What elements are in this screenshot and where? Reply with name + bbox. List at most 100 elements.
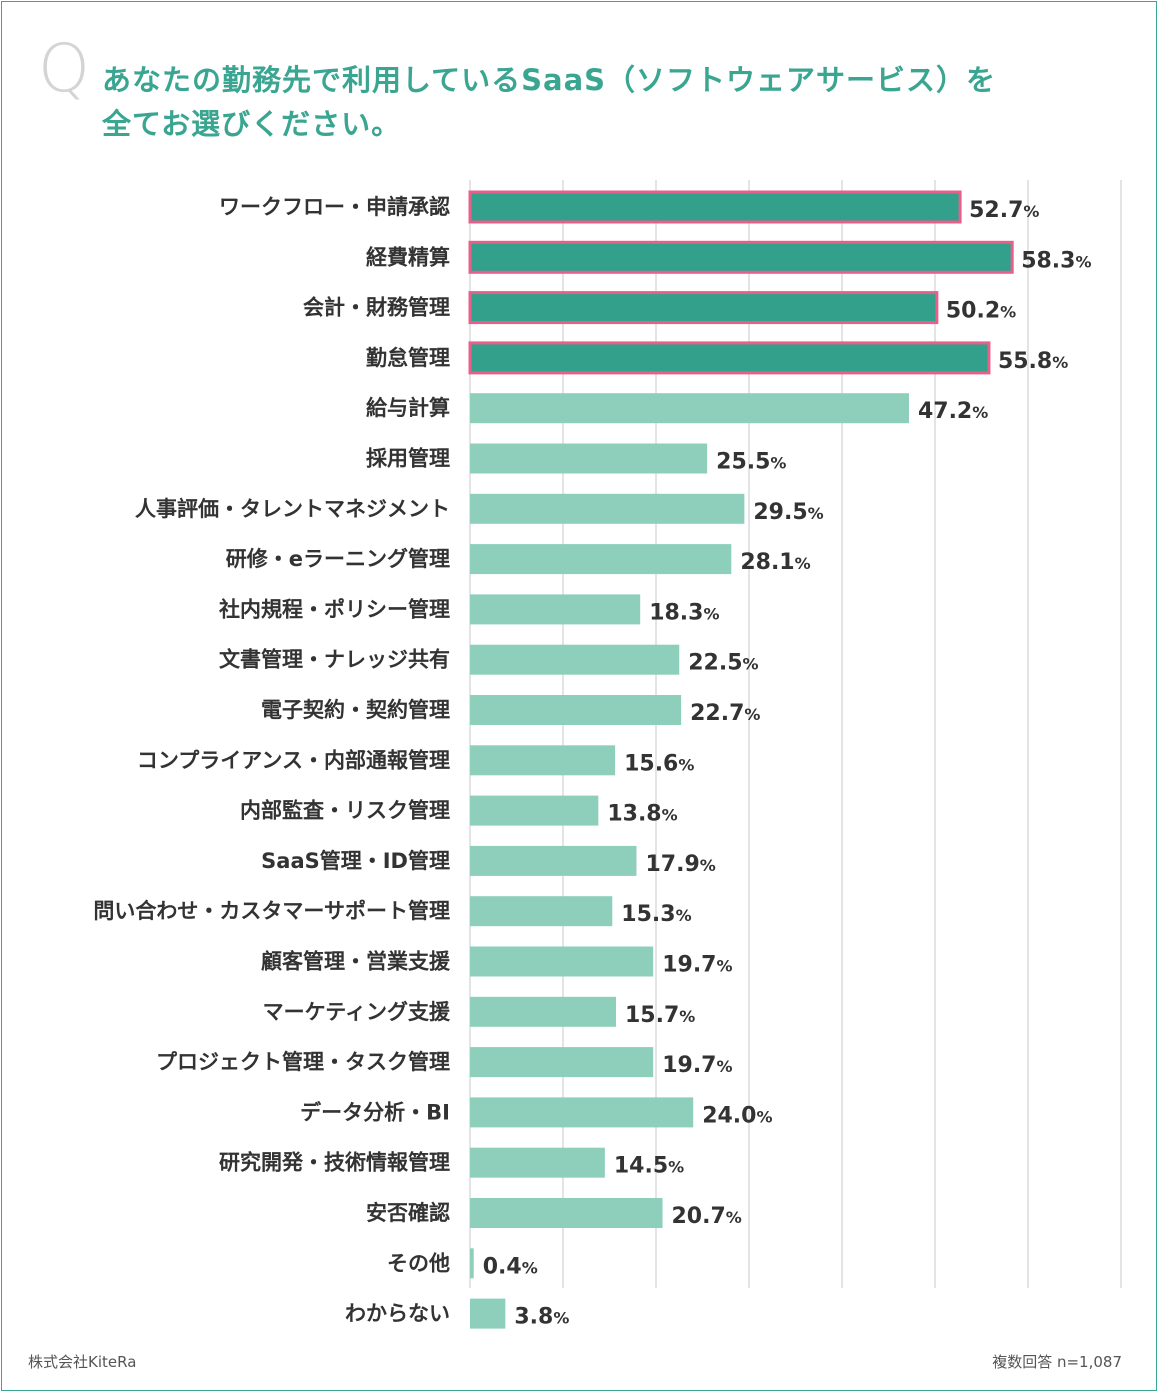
bar (470, 1097, 694, 1128)
category-label: SaaS管理・ID管理 (261, 849, 450, 873)
percent-sign: % (716, 957, 732, 976)
company-credit: 株式会社KiteRa (28, 1353, 137, 1371)
value-number: 47.2 (918, 399, 972, 424)
value-number: 19.7 (662, 953, 716, 978)
category-label: 会計・財務管理 (303, 296, 450, 320)
value-number: 29.5 (753, 500, 807, 525)
value-label: 58.3% (1021, 248, 1091, 273)
value-label: 20.7% (672, 1204, 742, 1229)
bar (470, 1298, 506, 1329)
category-label: 安否確認 (366, 1201, 450, 1225)
sample-note: 複数回答 n=1,087 (992, 1353, 1122, 1371)
value-number: 52.7 (969, 198, 1023, 223)
percent-sign: % (553, 1309, 569, 1328)
value-label: 15.7% (625, 1003, 695, 1028)
category-label: プロジェクト管理・タスク管理 (156, 1050, 450, 1074)
value-label: 0.4% (483, 1254, 538, 1279)
category-label: 問い合わせ・カスタマーサポート管理 (93, 899, 450, 923)
category-label: 人事評価・タレントマネジメント (135, 497, 450, 521)
value-label: 55.8% (998, 349, 1068, 374)
value-label: 28.1% (740, 550, 810, 575)
value-number: 13.8 (607, 802, 661, 827)
value-label: 15.6% (624, 751, 694, 776)
percent-sign: % (795, 554, 811, 573)
value-number: 18.3 (649, 600, 703, 625)
value-number: 24.0 (702, 1103, 756, 1128)
value-label: 19.7% (662, 953, 732, 978)
percent-sign: % (1000, 303, 1016, 322)
bar (470, 1198, 663, 1228)
percent-sign: % (808, 504, 824, 523)
value-number: 50.2 (946, 299, 1000, 324)
value-number: 15.7 (625, 1003, 679, 1028)
value-number: 28.1 (740, 550, 794, 575)
bar (468, 341, 991, 375)
category-label: 文書管理・ナレッジ共有 (219, 648, 450, 672)
value-number: 58.3 (1021, 248, 1075, 273)
bar (470, 644, 680, 675)
value-number: 15.6 (624, 751, 678, 776)
bar (470, 845, 637, 876)
category-label: コンプライアンス・内部通報管理 (137, 748, 450, 772)
category-label: 研究開発・技術情報管理 (219, 1151, 450, 1175)
value-number: 14.5 (614, 1154, 668, 1179)
percent-sign: % (770, 454, 786, 473)
value-number: 22.5 (688, 651, 742, 676)
bar (470, 443, 708, 474)
value-label: 24.0% (702, 1103, 772, 1128)
question-title-line-2: 全てお選びください。 (102, 107, 402, 141)
percent-sign: % (703, 604, 719, 623)
percent-sign: % (1052, 353, 1068, 372)
bar (470, 745, 616, 776)
percent-sign: % (678, 755, 694, 774)
bar (470, 695, 682, 725)
value-label: 47.2% (918, 399, 988, 424)
value-label: 15.3% (621, 902, 691, 927)
percent-sign: % (744, 705, 760, 724)
question-title-line-1: あなたの勤務先で利用しているSaaS（ソフトウェアサービス）を (102, 63, 997, 97)
value-number: 3.8 (514, 1305, 553, 1330)
percent-sign: % (522, 1258, 538, 1277)
value-number: 17.9 (645, 852, 699, 877)
percent-sign: % (676, 906, 692, 925)
bar (470, 1248, 474, 1279)
bar (470, 594, 641, 625)
bars (468, 190, 1014, 1329)
question-title: あなたの勤務先で利用しているSaaS（ソフトウェアサービス）を 全てお選びくださ… (102, 58, 1102, 146)
category-label: 勤怠管理 (366, 346, 450, 370)
bar (470, 795, 599, 826)
percent-sign: % (700, 856, 716, 875)
percent-sign: % (716, 1057, 732, 1076)
category-label: 採用管理 (366, 447, 450, 471)
category-label: 経費精算 (366, 245, 450, 269)
percent-sign: % (1075, 252, 1091, 271)
bar (468, 190, 962, 224)
labels: ワークフロー・申請承認 52.7% 経費精算 58.3% 会計・財務管理 50.2% 勤怠管… (93, 195, 1091, 1330)
value-label: 3.8% (514, 1305, 569, 1330)
value-label: 25.5% (716, 450, 786, 475)
percent-sign: % (756, 1107, 772, 1126)
percent-sign: % (743, 655, 759, 674)
bar (470, 393, 909, 424)
value-number: 22.7 (690, 701, 744, 726)
percent-sign: % (668, 1158, 684, 1177)
bar (470, 544, 732, 575)
bar (468, 240, 1014, 274)
value-label: 17.9% (645, 852, 715, 877)
value-number: 15.3 (621, 902, 675, 927)
value-label: 22.7% (690, 701, 760, 726)
value-number: 20.7 (672, 1204, 726, 1229)
value-label: 18.3% (649, 600, 719, 625)
value-label: 19.7% (662, 1053, 732, 1078)
percent-sign: % (662, 806, 678, 825)
percent-sign: % (726, 1208, 742, 1227)
value-label: 14.5% (614, 1154, 684, 1179)
value-number: 19.7 (662, 1053, 716, 1078)
category-label: 給与計算 (366, 396, 450, 420)
value-number: 55.8 (998, 349, 1052, 374)
bar (470, 1147, 605, 1178)
value-number: 25.5 (716, 450, 770, 475)
percent-sign: % (679, 1007, 695, 1026)
category-label: 内部監査・リスク管理 (240, 799, 450, 823)
